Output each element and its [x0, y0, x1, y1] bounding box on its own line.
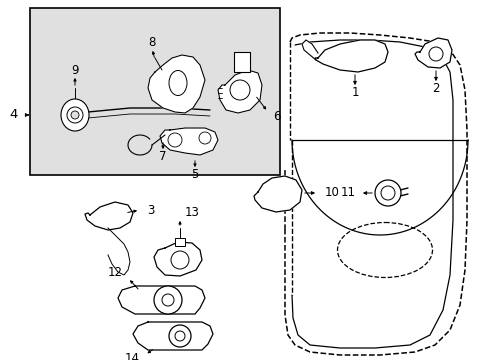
Circle shape: [67, 107, 83, 123]
Polygon shape: [253, 176, 302, 212]
Circle shape: [154, 286, 182, 314]
Polygon shape: [302, 40, 317, 60]
Circle shape: [71, 111, 79, 119]
Circle shape: [169, 325, 191, 347]
Text: 8: 8: [148, 36, 155, 49]
Polygon shape: [414, 38, 451, 68]
Polygon shape: [85, 202, 133, 230]
Polygon shape: [108, 228, 130, 275]
Bar: [30, 8, 280, 175]
Bar: [175, 238, 184, 246]
Text: 2: 2: [431, 82, 439, 95]
Text: 3: 3: [147, 203, 154, 216]
Text: 13: 13: [184, 207, 200, 220]
Text: 11: 11: [340, 186, 355, 199]
Text: 14: 14: [125, 351, 140, 360]
Text: 1: 1: [350, 86, 358, 99]
Polygon shape: [218, 70, 262, 113]
Polygon shape: [160, 128, 218, 155]
Text: 12: 12: [108, 266, 123, 279]
Circle shape: [374, 180, 400, 206]
Polygon shape: [148, 55, 204, 113]
Polygon shape: [314, 40, 387, 72]
Text: 5: 5: [191, 168, 198, 181]
Text: 4: 4: [10, 108, 18, 122]
Text: 6: 6: [272, 109, 280, 122]
Ellipse shape: [61, 99, 89, 131]
Text: 10: 10: [325, 186, 339, 199]
Text: 7: 7: [159, 150, 166, 163]
Text: 9: 9: [71, 63, 79, 77]
Bar: [234, 52, 249, 72]
Polygon shape: [133, 322, 213, 350]
Polygon shape: [154, 242, 202, 276]
Polygon shape: [118, 286, 204, 314]
